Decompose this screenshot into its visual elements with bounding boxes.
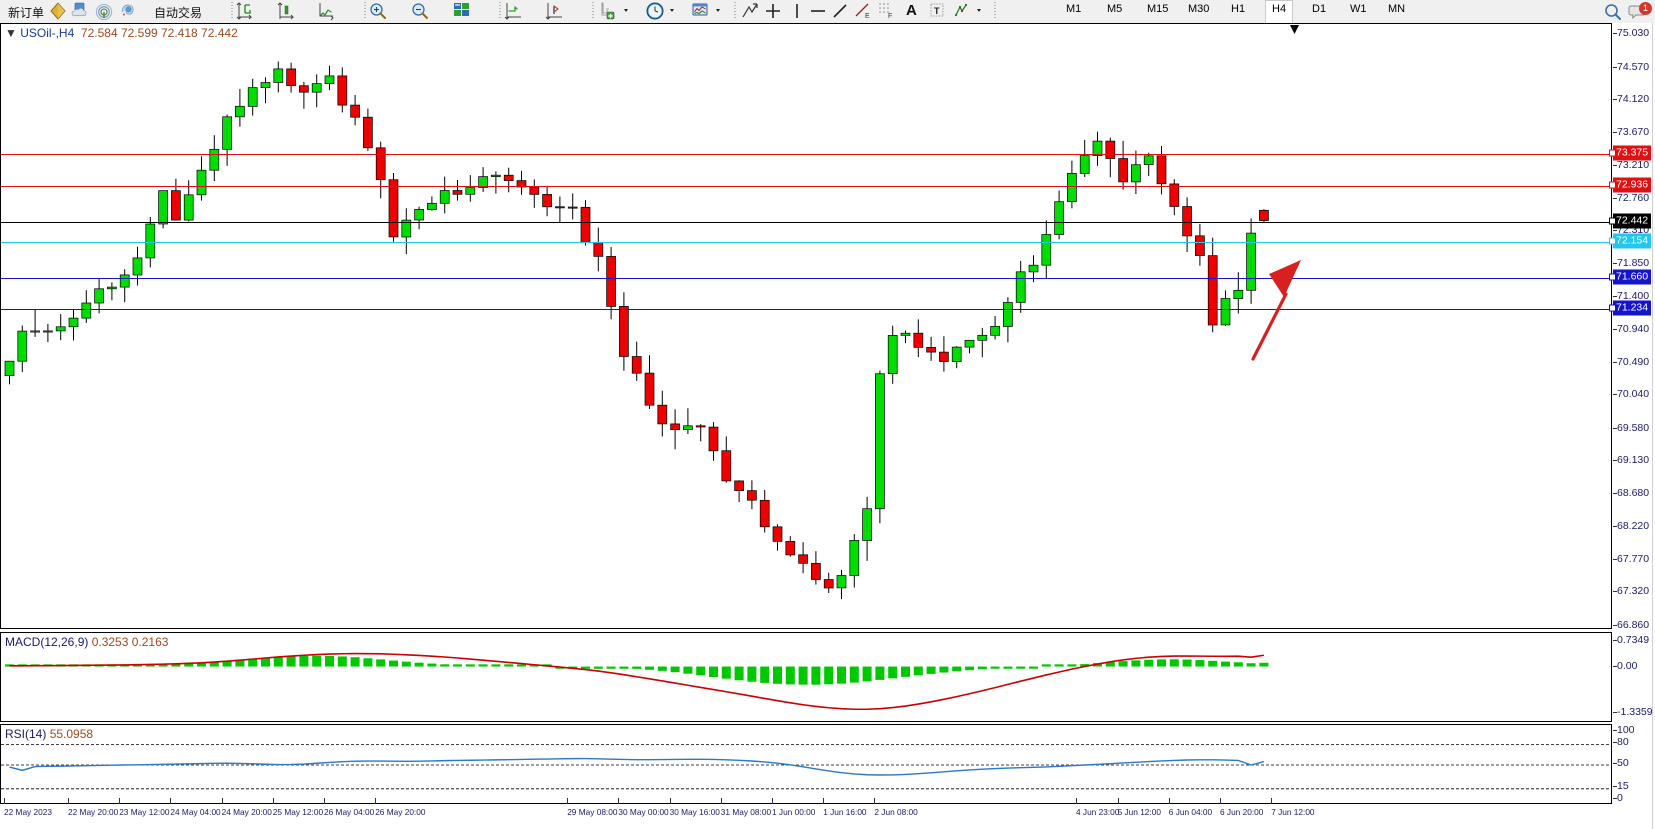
svg-text:F: F [888, 13, 892, 20]
svg-text:T: T [934, 6, 940, 16]
svg-text:E: E [865, 13, 870, 20]
